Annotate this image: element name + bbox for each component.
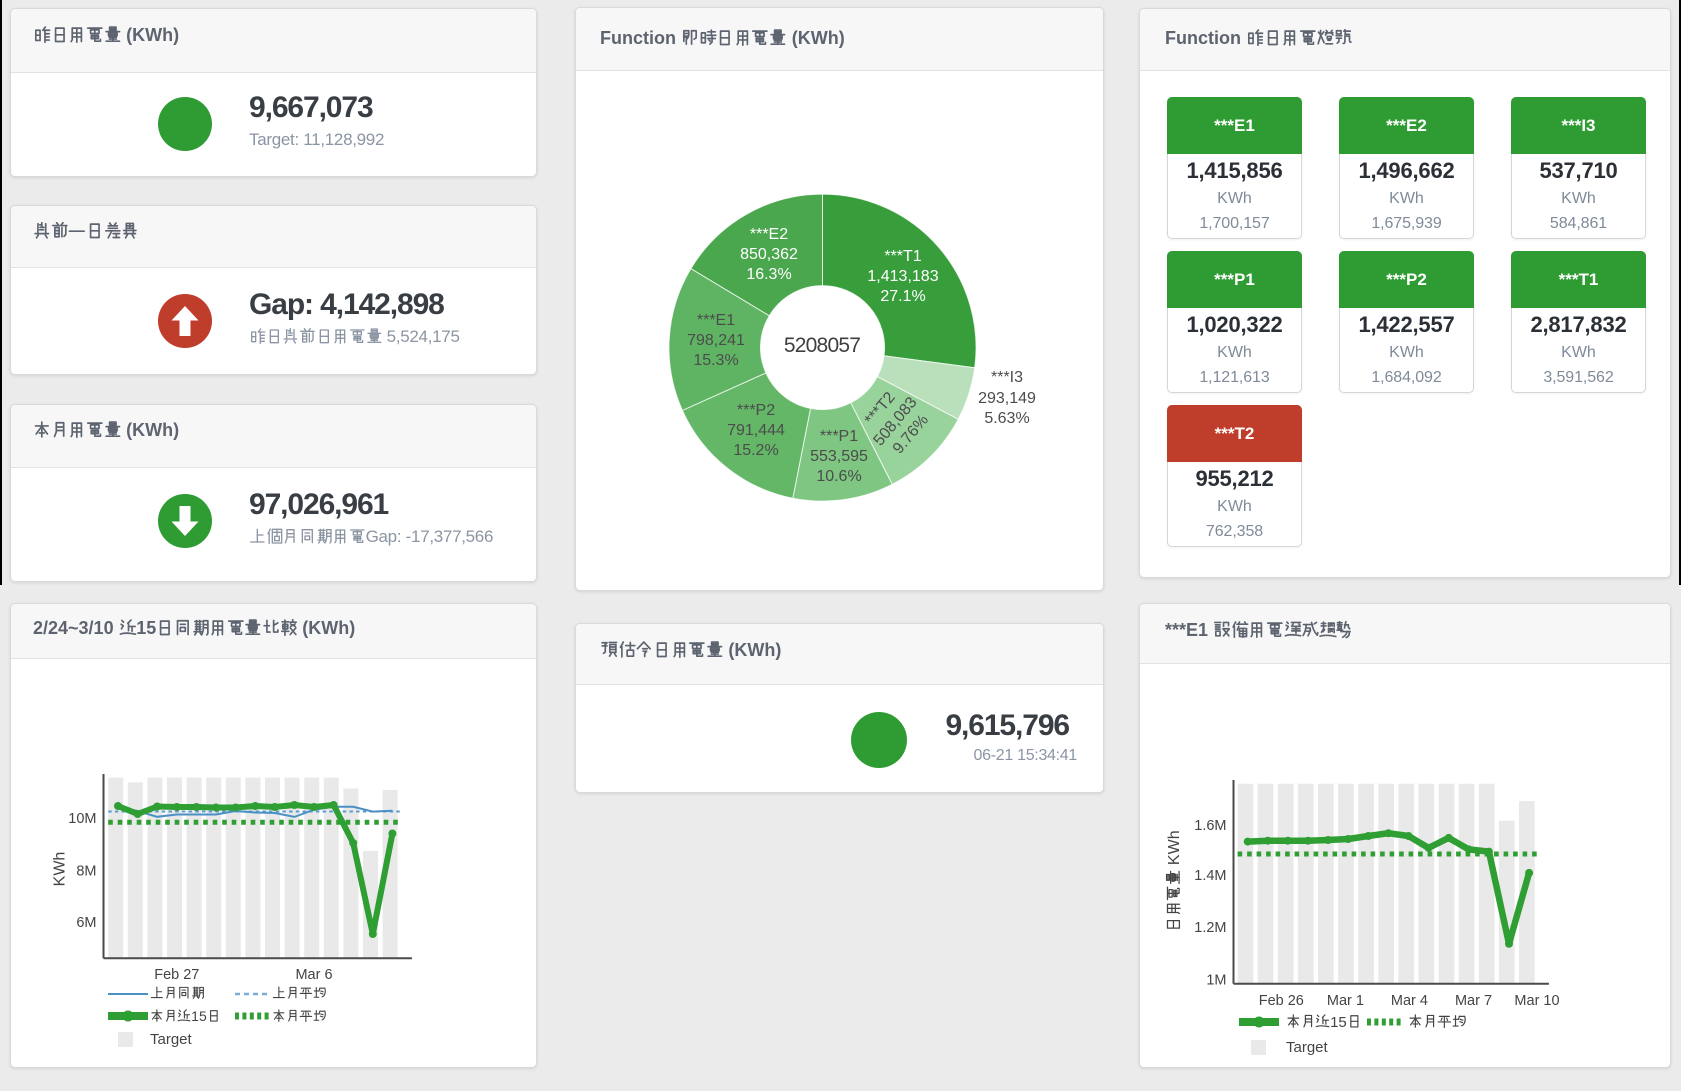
svg-text:Mar 7: Mar 7 (1455, 993, 1492, 1009)
svg-text:8M: 8M (76, 863, 96, 879)
svg-text:Feb 26: Feb 26 (1259, 993, 1304, 1009)
svg-text:Mar 4: Mar 4 (1391, 993, 1428, 1009)
svg-text:Mar 6: Mar 6 (295, 967, 332, 983)
svg-text:10M: 10M (68, 811, 96, 827)
svg-text:1.6M: 1.6M (1194, 818, 1226, 834)
svg-text:1.4M: 1.4M (1194, 868, 1226, 884)
svg-text:1.2M: 1.2M (1194, 920, 1226, 936)
svg-text:Feb 27: Feb 27 (154, 967, 199, 983)
svg-text:1M: 1M (1206, 973, 1226, 989)
svg-text:Mar 10: Mar 10 (1514, 993, 1559, 1009)
svg-text:Mar 1: Mar 1 (1327, 993, 1364, 1009)
svg-text:6M: 6M (76, 915, 96, 931)
